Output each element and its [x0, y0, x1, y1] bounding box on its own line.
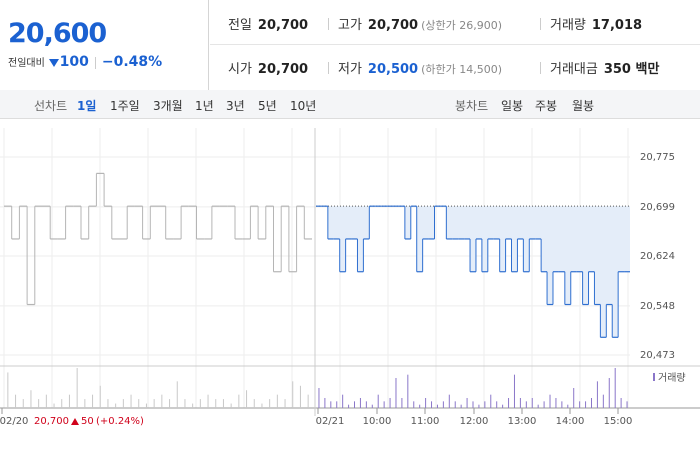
legend-label: 거래량: [658, 372, 686, 384]
tab[interactable]: 3년: [226, 99, 245, 113]
summary-cell: 거래대금 350 백만: [550, 58, 659, 77]
previous-change: 50: [81, 416, 94, 427]
summary-cell: 고가 20,700 (상한가 26,900): [338, 14, 502, 33]
summary-cell: 시가 20,700: [228, 58, 308, 77]
quote: 20,600 전일대비 100 −0.48%: [0, 0, 209, 90]
price: 20,600: [8, 18, 107, 49]
change-value: 100: [59, 54, 89, 70]
summary-label: 전일: [228, 18, 252, 33]
change-rate: −0.48%: [101, 54, 163, 70]
area-fill: [316, 206, 630, 338]
x-tick-label: 02/21: [316, 416, 345, 427]
x-tick-label: 10:00: [363, 416, 392, 427]
summary-value: 350 백만: [603, 62, 660, 77]
summary-label: 거래량: [550, 18, 586, 33]
legend-swatch: [653, 373, 655, 381]
x-tick-label: 02/20: [0, 416, 28, 427]
x-tick-label: 15:00: [604, 416, 633, 427]
summary-value: 20,700: [257, 62, 309, 77]
summary-label: 시가: [228, 62, 252, 77]
summary-cell: 거래량 17,018: [550, 14, 642, 33]
divider: [540, 62, 541, 74]
x-tick-label: 11:00: [411, 416, 440, 427]
summary-label: 저가: [338, 62, 362, 77]
tab[interactable]: 월봉: [572, 99, 595, 113]
summary-label: 거래대금: [550, 62, 598, 77]
summary-cell: 저가 20,500 (하한가 14,500): [338, 58, 502, 77]
x-tick-label: 13:00: [508, 416, 537, 427]
divider: [540, 18, 541, 30]
tab[interactable]: 5년: [258, 99, 277, 113]
summary-value: 20,500: [367, 62, 419, 77]
tab[interactable]: 1주일: [110, 99, 140, 113]
chart: 20,775 20,699 20,624 20,548 20,473 거래량 02/20 02…: [0, 128, 700, 427]
header: 20,600 전일대비 100 −0.48% 전일 20,700 고가 20,700 (상…: [0, 0, 700, 91]
previous-close: 20,700: [34, 416, 69, 427]
summary-note: (하한가 14,500): [421, 63, 503, 76]
x-tick-label: 14:00: [556, 416, 585, 427]
tab[interactable]: 3개월: [153, 99, 183, 113]
summary-note: (상한가 26,900): [421, 19, 503, 32]
tab[interactable]: 1년: [195, 99, 214, 113]
change: 전일대비 100 −0.48%: [8, 54, 162, 70]
y-tick-label: 20,473: [640, 350, 675, 361]
y-tick-label: 20,775: [640, 152, 675, 163]
previous-rate: (+0.24%): [96, 416, 144, 427]
down-arrow: [48, 58, 59, 67]
summary-value: 17,018: [591, 18, 643, 33]
divider: [328, 18, 329, 30]
tab-bar: 선차트 1일 1주일 3개월 1년 3년 5년 10년 봉차트 일봉 주봉 월봉: [0, 90, 700, 119]
tab-group-label: 선차트: [34, 99, 68, 113]
summary-value: 20,700: [257, 18, 309, 33]
y-tick-label: 20,624: [640, 251, 675, 262]
y-tick-label: 20,548: [640, 301, 675, 312]
summary-value: 20,700: [367, 18, 419, 33]
divider: [328, 62, 329, 74]
y-tick-label: 20,699: [640, 202, 675, 213]
change-label: 전일대비: [8, 58, 45, 69]
tab[interactable]: 10년: [290, 99, 317, 113]
tab[interactable]: 일봉: [501, 99, 524, 113]
tab-group-label: 봉차트: [455, 99, 489, 113]
summary-label: 고가: [338, 18, 362, 33]
tab[interactable]: 주봉: [535, 99, 558, 113]
up-arrow: [71, 418, 79, 425]
summary-cell: 전일 20,700: [228, 14, 308, 33]
tab[interactable]: 1일: [77, 99, 97, 113]
x-tick-label: 12:00: [460, 416, 489, 427]
